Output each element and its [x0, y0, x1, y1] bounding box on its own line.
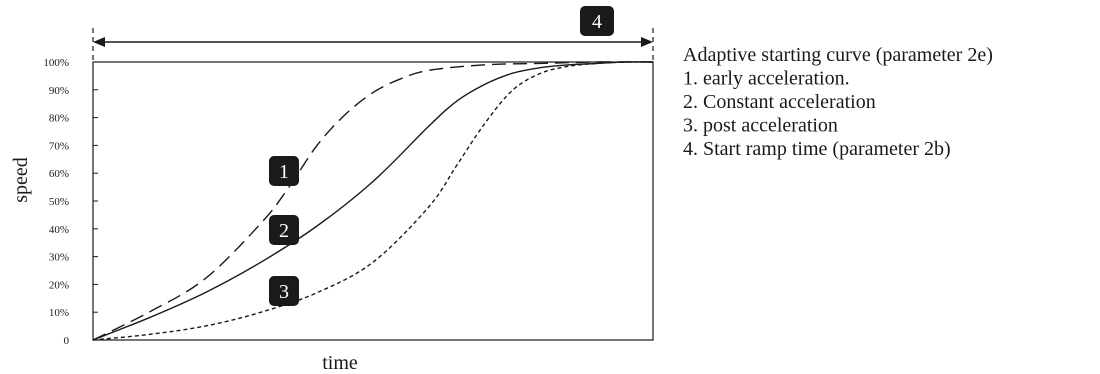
x-axis-title: time	[322, 352, 358, 374]
legend-line: 3. post acceleration	[683, 115, 838, 137]
badge-3-label: 3	[279, 281, 289, 303]
curve-2-line	[92, 61, 654, 341]
ramp-arrow-right-head	[641, 37, 653, 47]
curves	[92, 61, 654, 341]
ramp-arrow-left-head	[93, 37, 105, 47]
badge-2-box	[269, 215, 299, 245]
badge-4-label: 4	[592, 11, 602, 33]
curve-1-line	[92, 61, 654, 341]
y-tick-label: 40%	[49, 224, 69, 236]
y-axis-ticks: 0 10% 20% 30% 40% 50% 60% 70% 80% 90% 100%	[43, 57, 98, 347]
badge-3-box	[269, 276, 299, 306]
y-tick-label: 70%	[49, 140, 69, 152]
y-tick-label: 50%	[49, 196, 69, 208]
badge-1-box	[269, 156, 299, 186]
badge-1: 1	[269, 156, 299, 186]
y-tick-label: 0	[64, 335, 70, 347]
y-tick-label: 20%	[49, 279, 69, 291]
plot-frame	[92, 61, 654, 341]
ramp-time-annotation	[92, 28, 654, 62]
y-tick-label: 10%	[49, 307, 69, 319]
legend: Adaptive starting curve (parameter 2e)1.…	[683, 44, 993, 160]
badge-3: 3	[269, 276, 299, 306]
plot-border	[92, 61, 654, 341]
badge-4-box	[580, 6, 614, 36]
y-tick-label: 30%	[49, 252, 69, 264]
badge-2-label: 2	[279, 220, 289, 242]
curve-3-line	[92, 61, 654, 341]
y-axis-title: speed	[10, 157, 32, 203]
badge-4: 4	[580, 6, 614, 36]
y-tick-label: 80%	[49, 113, 69, 125]
y-tick-label: 100%	[43, 57, 69, 69]
legend-line: 2. Constant acceleration	[683, 91, 876, 113]
legend-line: Adaptive starting curve (parameter 2e)	[683, 44, 993, 66]
legend-line: 1. early acceleration.	[683, 68, 850, 90]
y-tick-label: 60%	[49, 168, 69, 180]
y-tick-label: 90%	[49, 85, 69, 97]
curve-badges: 4 1 2 3	[269, 6, 614, 306]
badge-1-label: 1	[279, 161, 289, 183]
badge-2: 2	[269, 215, 299, 245]
legend-line: 4. Start ramp time (parameter 2b)	[683, 138, 951, 160]
